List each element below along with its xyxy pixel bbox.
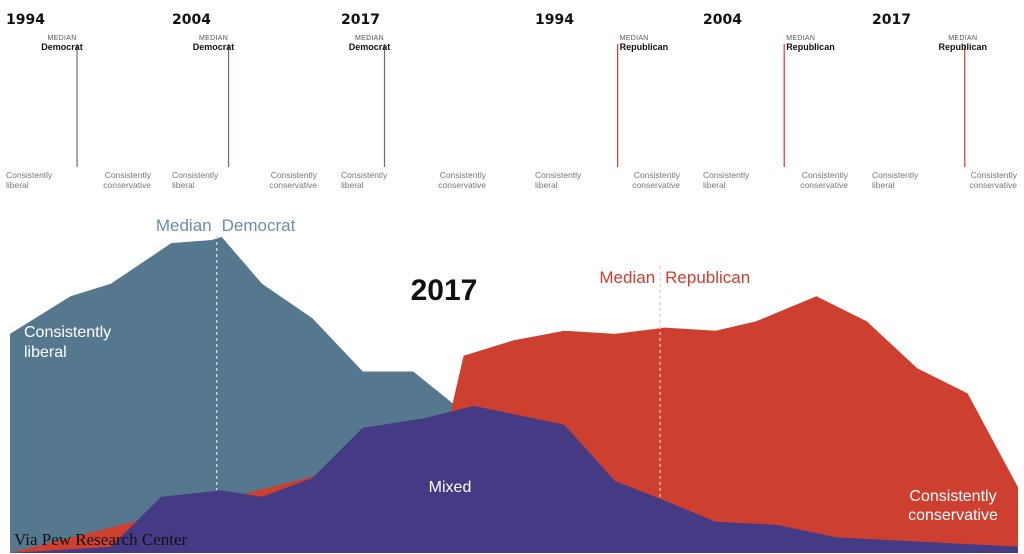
- median-democrat-label: Democrat: [222, 216, 296, 235]
- median-small-label: MEDIAN: [786, 35, 815, 42]
- series-label-conservative: Consistently: [909, 488, 996, 505]
- annotation-line: Democrats: [716, 108, 755, 117]
- median-party-label: Democrat: [41, 42, 83, 52]
- panel-year-label: 2017: [872, 12, 911, 28]
- median-party-label: Republican: [786, 42, 835, 52]
- series-area-consistently-liberal: [10, 236, 1018, 553]
- axis-label-conservative: Consistently: [971, 170, 1018, 180]
- axis-label-conservative: Consistently: [271, 170, 318, 180]
- median-small-label: MEDIAN: [199, 35, 228, 42]
- panel-year-label: 2004: [703, 12, 742, 28]
- median-party-label: Democrat: [193, 42, 235, 52]
- median-small-label: MEDIAN: [355, 35, 384, 42]
- median-republican-label: Republican: [665, 268, 750, 287]
- annotation-line: conservative: [409, 147, 454, 156]
- axis-label-liberal: Consistently: [172, 170, 219, 180]
- panel-year-label: 1994: [6, 12, 45, 28]
- axis-label-liberal: Consistently: [535, 170, 582, 180]
- series-area-mixed: [10, 405, 1018, 553]
- axis-label-liberal: Consistently: [703, 170, 750, 180]
- axis-label-liberal: liberal: [535, 180, 558, 190]
- annotation-line: the median: [867, 138, 907, 147]
- annotation-line: 68% of: [722, 99, 748, 108]
- annotation-line: 64% of: [87, 108, 113, 117]
- axis-label-conservative: Consistently: [802, 170, 849, 180]
- panel-year-label: 2004: [172, 12, 211, 28]
- annotation-line: 70% of: [569, 99, 595, 108]
- series-label-liberal: liberal: [24, 344, 67, 361]
- panel-year-label: 1994: [535, 12, 574, 28]
- axis-label-conservative: Consistently: [105, 170, 152, 180]
- axis-label-conservative: conservative: [103, 180, 151, 190]
- axis-label-conservative: conservative: [269, 180, 317, 190]
- axis-label-liberal: liberal: [6, 180, 29, 190]
- series-label-mixed: Mixed: [429, 479, 472, 496]
- annotation-line: Republican: [866, 147, 906, 156]
- main-2017-chart: Consistently liberal Mixed Consistently cons…: [10, 216, 1018, 553]
- median-party-label: Republican: [939, 42, 988, 52]
- annotation-line: Democrats: [562, 108, 601, 117]
- annotation-line: Republicans: [87, 117, 131, 126]
- axis-label-conservative: conservative: [800, 180, 848, 190]
- median-party-label: Republican: [620, 42, 669, 52]
- annotation-line: liberal than: [867, 129, 906, 138]
- annotation-line: 70% of: [230, 108, 256, 117]
- series-label-conservative: conservative: [908, 507, 998, 524]
- source-credit: Via Pew Research Center: [14, 530, 188, 549]
- median-small-label: MEDIAN: [620, 35, 649, 42]
- annotation-line: Democrats: [867, 111, 906, 120]
- axis-label-liberal: Consistently: [872, 170, 919, 180]
- axis-label-conservative: conservative: [969, 180, 1017, 190]
- median-democrat-label: Median: [156, 216, 212, 235]
- annotation-line: are more: [409, 138, 442, 147]
- axis-label-conservative: Consistently: [634, 170, 681, 180]
- median-small-label: MEDIAN: [948, 35, 977, 42]
- median-party-label: Democrat: [349, 42, 391, 52]
- panel-year-label: 2017: [341, 12, 380, 28]
- annotation-line: Republicans: [409, 129, 453, 138]
- annotation-line: than the median: [409, 156, 466, 165]
- annotation-line: 97% of: [874, 102, 900, 111]
- axis-label-conservative: Consistently: [440, 170, 487, 180]
- annotation-line: 95% of: [409, 120, 435, 129]
- chart-title: 2017: [411, 274, 478, 307]
- axis-label-conservative: conservative: [632, 180, 680, 190]
- axis-label-liberal: liberal: [703, 180, 726, 190]
- annotation-line: Republicans: [230, 117, 274, 126]
- annotation-line: are more: [870, 120, 903, 129]
- axis-label-liberal: Consistently: [341, 170, 388, 180]
- axis-label-liberal: liberal: [341, 180, 364, 190]
- annotation-line: Democrat: [409, 165, 444, 174]
- axis-label-liberal: Consistently: [6, 170, 53, 180]
- median-small-label: MEDIAN: [48, 35, 77, 42]
- series-label-liberal: Consistently: [24, 324, 111, 341]
- median-republican-label: Median: [599, 268, 655, 287]
- axis-label-conservative: conservative: [438, 180, 486, 190]
- axis-label-liberal: liberal: [172, 180, 195, 190]
- axis-label-liberal: liberal: [872, 180, 895, 190]
